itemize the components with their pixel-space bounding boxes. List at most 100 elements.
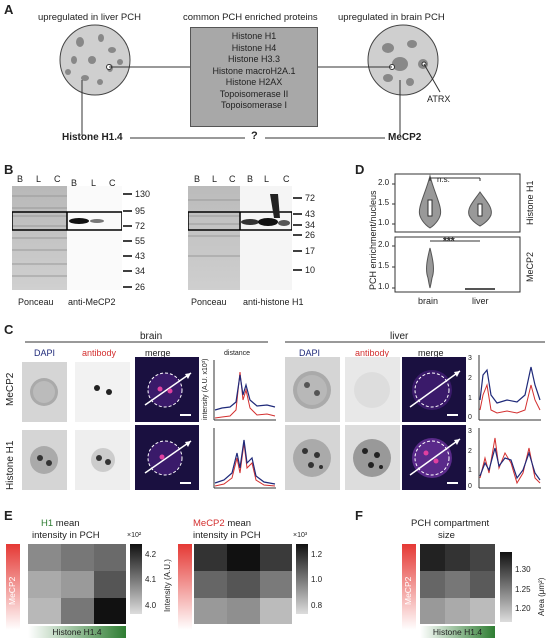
protein-h1: Histone H1 (231, 31, 277, 41)
lane-l2: L (91, 178, 97, 188)
mecp2-ylabel-1: MeCP2 (7, 576, 17, 605)
cbf-tick-125: 1.25 (515, 585, 531, 594)
cbf-label: Area (μm²) (537, 577, 546, 616)
lane-l1: L (36, 174, 42, 184)
h14-xlabel-3: Histone H1.4 (432, 627, 483, 637)
h14-gradient-bar-1: Histone H1.4 (28, 626, 126, 638)
merge-label-liver: merge (418, 348, 444, 358)
lane-c1: C (54, 174, 61, 184)
cb1-tick-41: 4.1 (145, 575, 157, 584)
scale-h1: ×10² (127, 532, 142, 539)
cb2-tick-10: 1.0 (311, 575, 323, 584)
panel-f-title-2: size (438, 530, 455, 541)
anti-mecp2-blot (66, 186, 123, 290)
profile-liver-mecp2 (478, 355, 541, 421)
liver-header: liver (390, 331, 409, 342)
lane-c4: C (283, 174, 290, 184)
top-violin-label: Histone H1 (525, 180, 535, 225)
row-label-h1: Histone H1 (5, 440, 16, 490)
ponceau-bands-right (188, 199, 240, 257)
profile-liver-h1 (478, 428, 541, 489)
header-lines (25, 341, 545, 343)
common-proteins-box: Histone H1 Histone H4 Histone H3.3 Histo… (190, 27, 318, 127)
h1-title: H1 mean (41, 518, 80, 529)
heatmap-area (420, 544, 495, 624)
marker-r10: 10 (305, 265, 316, 275)
row-label-mecp2: MeCP2 (5, 372, 16, 406)
marker-130: 130 (135, 189, 151, 199)
lane-b4: B (247, 174, 254, 184)
top-tick-20: 2.0 (378, 178, 390, 187)
lane-l4: L (264, 174, 270, 184)
marker-95: 95 (135, 206, 146, 216)
common-title: common PCH enriched proteins (183, 12, 318, 23)
colorbar-h1 (130, 544, 142, 614)
dapi-label-liver: DAPI (299, 348, 321, 358)
colorbar-area (500, 552, 512, 622)
heatmap-mecp2 (194, 544, 292, 624)
cb2-tick-12: 1.2 (311, 550, 323, 559)
brain-mecp2-merge (135, 357, 199, 422)
lane-b3: B (194, 174, 201, 184)
mecp2-title: MeCP2 mean (193, 518, 251, 529)
top-tick-15: 1.5 (378, 198, 390, 207)
ponceau-label-1: Ponceau (18, 297, 54, 307)
distance-label: distance (224, 350, 251, 357)
cb1-tick-42: 4.2 (145, 550, 157, 559)
brain-mecp2-antibody (75, 362, 130, 422)
marker-34: 34 (135, 266, 146, 276)
mecp2-title-2: intensity in PCH (193, 530, 261, 541)
protein-topo1: Topoisomerase I (220, 100, 288, 110)
ponceau-blot-right (188, 186, 240, 290)
brain-mecp2-dapi (22, 362, 67, 422)
mecp2-gradient-bar-1 (6, 544, 20, 630)
bot-tick-15: 1.5 (378, 261, 390, 270)
mecp2-gradient-bar-3 (402, 544, 416, 630)
marker-26: 26 (135, 282, 146, 292)
mecp2-ylabel-3: MeCP2 (403, 576, 413, 605)
liver-mecp2-antibody (345, 357, 400, 422)
ytick-1: 1 (468, 395, 472, 402)
profile-brain-h1 (213, 428, 276, 489)
antibody-label-liver: antibody (355, 348, 390, 358)
intensity-ylabel: intensity (A.U. x10³) (202, 358, 209, 420)
h14-gradient-bar-3: Histone H1.4 (420, 626, 495, 638)
cb2-tick-08: 0.8 (311, 601, 323, 610)
cb1-tick-40: 4.0 (145, 601, 157, 610)
mecp2-label: MeCP2 (388, 132, 422, 143)
atrx-label: ATRX (427, 94, 451, 104)
anti-mecp2-label: anti-MeCP2 (68, 297, 116, 307)
brain-h1-merge (135, 425, 199, 490)
marker-55: 55 (135, 236, 146, 246)
xcat-brain: brain (418, 296, 439, 306)
violin-plot (392, 173, 521, 293)
xcat-liver: liver (472, 296, 489, 306)
marker-r43: 43 (305, 209, 316, 219)
ytick-3: 3 (468, 355, 472, 362)
bot-tick-10: 1.0 (378, 282, 390, 291)
ns-label: n.s. (437, 175, 450, 184)
mecp2-title-mean: mean (224, 518, 252, 529)
lane-b1: B (17, 174, 24, 184)
ytick-0: 0 (468, 414, 472, 421)
ytick-2b: 2 (468, 448, 472, 455)
top-tick-10: 1.0 (378, 218, 390, 227)
panel-c-letter: C (4, 322, 14, 337)
panel-f-title-1: PCH compartment (411, 518, 490, 529)
stars-label: *** (443, 236, 455, 247)
protein-h33: Histone H3.3 (227, 54, 281, 64)
marker-r26: 26 (305, 230, 316, 240)
brain-h1-dapi (22, 430, 67, 490)
lane-c2: C (109, 178, 116, 188)
protein-h2ax: Histone H2AX (225, 77, 283, 87)
cbf-tick-120: 1.20 (515, 604, 531, 613)
merge-label-brain: merge (145, 348, 171, 358)
bottom-violin-label: MeCP2 (525, 251, 535, 282)
liver-h1-merge (402, 425, 466, 490)
h1-title-2: intensity in PCH (32, 530, 100, 541)
h1-title-mean: mean (53, 518, 80, 529)
antibody-label-brain: antibody (82, 348, 117, 358)
panel-e-letter: E (4, 508, 13, 523)
panel-d-letter: D (355, 162, 365, 177)
marker-ticks-left (123, 193, 132, 288)
